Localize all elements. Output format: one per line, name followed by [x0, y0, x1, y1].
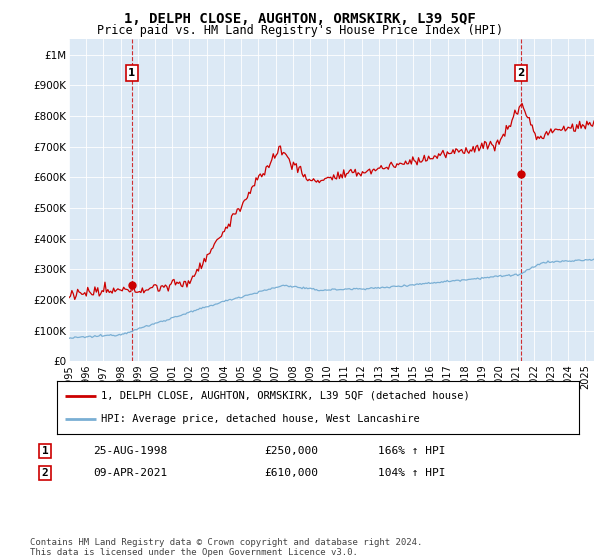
Text: 09-APR-2021: 09-APR-2021 [93, 468, 167, 478]
Text: 2: 2 [41, 468, 49, 478]
Text: 1, DELPH CLOSE, AUGHTON, ORMSKIRK, L39 5QF: 1, DELPH CLOSE, AUGHTON, ORMSKIRK, L39 5… [124, 12, 476, 26]
Text: Price paid vs. HM Land Registry's House Price Index (HPI): Price paid vs. HM Land Registry's House … [97, 24, 503, 36]
Text: £610,000: £610,000 [264, 468, 318, 478]
Text: 1, DELPH CLOSE, AUGHTON, ORMSKIRK, L39 5QF (detached house): 1, DELPH CLOSE, AUGHTON, ORMSKIRK, L39 5… [101, 391, 470, 401]
Text: 1: 1 [41, 446, 49, 456]
Text: 104% ↑ HPI: 104% ↑ HPI [378, 468, 445, 478]
Text: 25-AUG-1998: 25-AUG-1998 [93, 446, 167, 456]
Text: £250,000: £250,000 [264, 446, 318, 456]
Text: Contains HM Land Registry data © Crown copyright and database right 2024.
This d: Contains HM Land Registry data © Crown c… [30, 538, 422, 557]
Text: 166% ↑ HPI: 166% ↑ HPI [378, 446, 445, 456]
Text: HPI: Average price, detached house, West Lancashire: HPI: Average price, detached house, West… [101, 414, 420, 424]
Text: 1: 1 [128, 68, 136, 78]
Text: 2: 2 [518, 68, 525, 78]
